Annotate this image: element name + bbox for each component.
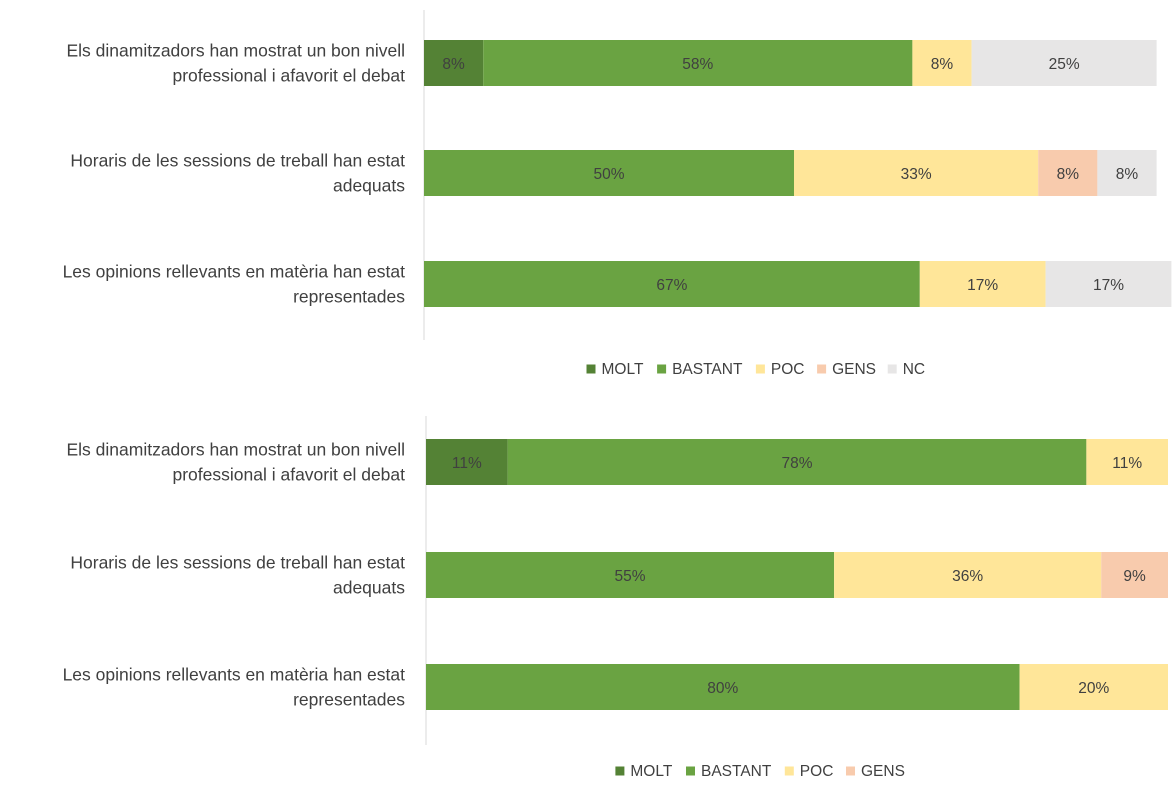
data-label: 67% <box>656 277 687 294</box>
legend-label-gens: GENS <box>832 361 876 378</box>
legend-swatch-gens <box>817 364 827 374</box>
bar-segment-gens <box>1038 150 1098 196</box>
data-label: 11% <box>452 455 482 472</box>
legend-swatch-nc <box>887 364 897 374</box>
legend: MOLT BASTANT POC GENS NC <box>586 361 925 378</box>
bar-segment-bastant <box>426 664 1020 710</box>
category-label: Horaris de les sessions de treball han e… <box>70 553 405 598</box>
data-label: 8% <box>1116 166 1139 183</box>
data-label: 50% <box>593 166 624 183</box>
data-label: 11% <box>1112 455 1142 472</box>
legend-swatch-poc <box>784 766 794 776</box>
category-label: Els dinamitzadors han mostrat un bon niv… <box>66 41 405 86</box>
bar-segment-molt <box>424 40 484 86</box>
legend-swatch-molt <box>615 766 625 776</box>
bar-segment-poc <box>919 261 1046 307</box>
data-label: 9% <box>1123 568 1146 585</box>
bar-segment-bastant <box>424 150 794 196</box>
legend-label-nc: NC <box>903 361 925 378</box>
data-label: 8% <box>1057 166 1080 183</box>
legend-label-poc: POC <box>771 361 805 378</box>
bar-segment-nc <box>971 40 1157 86</box>
data-label: 80% <box>707 680 738 697</box>
bar-segment-bastant <box>483 40 913 86</box>
chart-1: Els dinamitzadors han mostrat un bon niv… <box>63 10 1172 378</box>
category-label: Les opinions rellevants en matèria han e… <box>63 665 406 710</box>
data-label: 25% <box>1049 56 1080 73</box>
bar-segment-poc <box>1086 439 1168 485</box>
category-label: Horaris de les sessions de treball han e… <box>70 151 405 196</box>
data-label: 36% <box>952 568 983 585</box>
legend-swatch-bastant <box>686 766 695 776</box>
bar-segment-poc <box>834 552 1102 598</box>
bar-segment-nc <box>1097 150 1157 196</box>
data-label: 78% <box>781 455 812 472</box>
bar-segment-bastant <box>507 439 1087 485</box>
chart-2: Els dinamitzadors han mostrat un bon niv… <box>63 416 1168 780</box>
bar-segment-nc <box>1045 261 1172 307</box>
bar-segment-bastant <box>424 261 920 307</box>
category-label: Els dinamitzadors han mostrat un bon niv… <box>66 440 405 485</box>
data-label: 8% <box>931 56 954 73</box>
data-label: 17% <box>1093 277 1124 294</box>
bar-segment-molt <box>426 439 508 485</box>
legend-swatch-molt <box>586 364 596 374</box>
data-label: 33% <box>901 166 932 183</box>
data-label: 17% <box>967 277 998 294</box>
data-label: 20% <box>1078 680 1109 697</box>
legend-label-gens: GENS <box>861 763 905 780</box>
legend-label-molt: MOLT <box>630 763 672 780</box>
legend-swatch-bastant <box>657 364 667 374</box>
data-label: 55% <box>615 568 646 585</box>
bar-segment-poc <box>794 150 1039 196</box>
legend-label-bastant: BASTANT <box>701 763 772 780</box>
legend-label-bastant: BASTANT <box>672 361 743 378</box>
legend: MOLT BASTANT POC GENS <box>615 763 905 780</box>
bar-segment-poc <box>912 40 972 86</box>
data-label: 8% <box>442 56 465 73</box>
data-label: 58% <box>682 56 713 73</box>
legend-label-poc: POC <box>800 763 834 780</box>
bar-segment-gens <box>1101 552 1168 598</box>
bar-segment-bastant <box>426 552 835 598</box>
legend-swatch-poc <box>755 364 765 374</box>
legend-label-molt: MOLT <box>602 361 644 378</box>
bar-segment-poc <box>1019 664 1168 710</box>
category-label: Les opinions rellevants en matèria han e… <box>63 262 406 307</box>
legend-swatch-gens <box>846 766 855 776</box>
